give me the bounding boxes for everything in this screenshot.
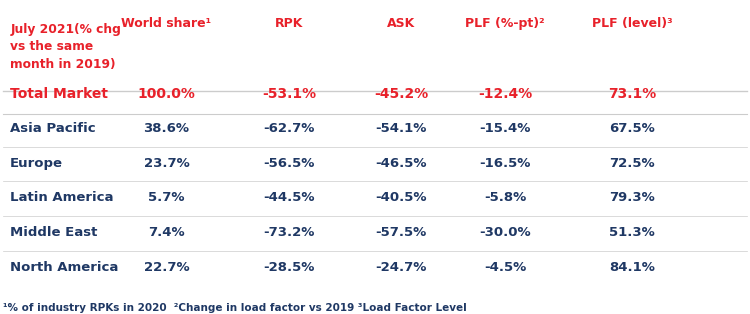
Text: Middle East: Middle East — [10, 226, 98, 239]
Text: -4.5%: -4.5% — [484, 261, 526, 273]
Text: -44.5%: -44.5% — [264, 191, 315, 204]
Text: 38.6%: 38.6% — [143, 122, 190, 135]
Text: RPK: RPK — [275, 17, 304, 30]
Text: 23.7%: 23.7% — [144, 157, 190, 170]
Text: 72.5%: 72.5% — [609, 157, 655, 170]
Text: Europe: Europe — [10, 157, 63, 170]
Text: 73.1%: 73.1% — [608, 87, 656, 101]
Text: -54.1%: -54.1% — [375, 122, 427, 135]
Text: -56.5%: -56.5% — [264, 157, 315, 170]
Text: -12.4%: -12.4% — [478, 87, 532, 101]
Text: July 2021(% chg
vs the same
month in 2019): July 2021(% chg vs the same month in 201… — [10, 23, 121, 71]
Text: -62.7%: -62.7% — [264, 122, 315, 135]
Text: -30.0%: -30.0% — [479, 226, 531, 239]
Text: -40.5%: -40.5% — [375, 191, 427, 204]
Text: -28.5%: -28.5% — [264, 261, 315, 273]
Text: 100.0%: 100.0% — [137, 87, 196, 101]
Text: PLF (level)³: PLF (level)³ — [592, 17, 672, 30]
Text: 51.3%: 51.3% — [609, 226, 655, 239]
Text: 5.7%: 5.7% — [148, 191, 184, 204]
Text: -5.8%: -5.8% — [484, 191, 526, 204]
Text: 84.1%: 84.1% — [609, 261, 655, 273]
Text: -53.1%: -53.1% — [262, 87, 316, 101]
Text: PLF (%-pt)²: PLF (%-pt)² — [466, 17, 545, 30]
Text: Asia Pacific: Asia Pacific — [10, 122, 96, 135]
Text: 7.4%: 7.4% — [148, 226, 184, 239]
Text: Total Market: Total Market — [10, 87, 108, 101]
Text: -57.5%: -57.5% — [376, 226, 427, 239]
Text: Latin America: Latin America — [10, 191, 114, 204]
Text: -24.7%: -24.7% — [375, 261, 427, 273]
Text: ASK: ASK — [387, 17, 416, 30]
Text: -15.4%: -15.4% — [479, 122, 531, 135]
Text: World share¹: World share¹ — [122, 17, 211, 30]
Text: North America: North America — [10, 261, 118, 273]
Text: -45.2%: -45.2% — [374, 87, 428, 101]
Text: 22.7%: 22.7% — [144, 261, 189, 273]
Text: ¹% of industry RPKs in 2020  ²Change in load factor vs 2019 ³Load Factor Level: ¹% of industry RPKs in 2020 ²Change in l… — [3, 303, 466, 313]
Text: 67.5%: 67.5% — [609, 122, 655, 135]
Text: -46.5%: -46.5% — [375, 157, 427, 170]
Text: -16.5%: -16.5% — [479, 157, 531, 170]
Text: 79.3%: 79.3% — [609, 191, 655, 204]
Text: -73.2%: -73.2% — [264, 226, 315, 239]
